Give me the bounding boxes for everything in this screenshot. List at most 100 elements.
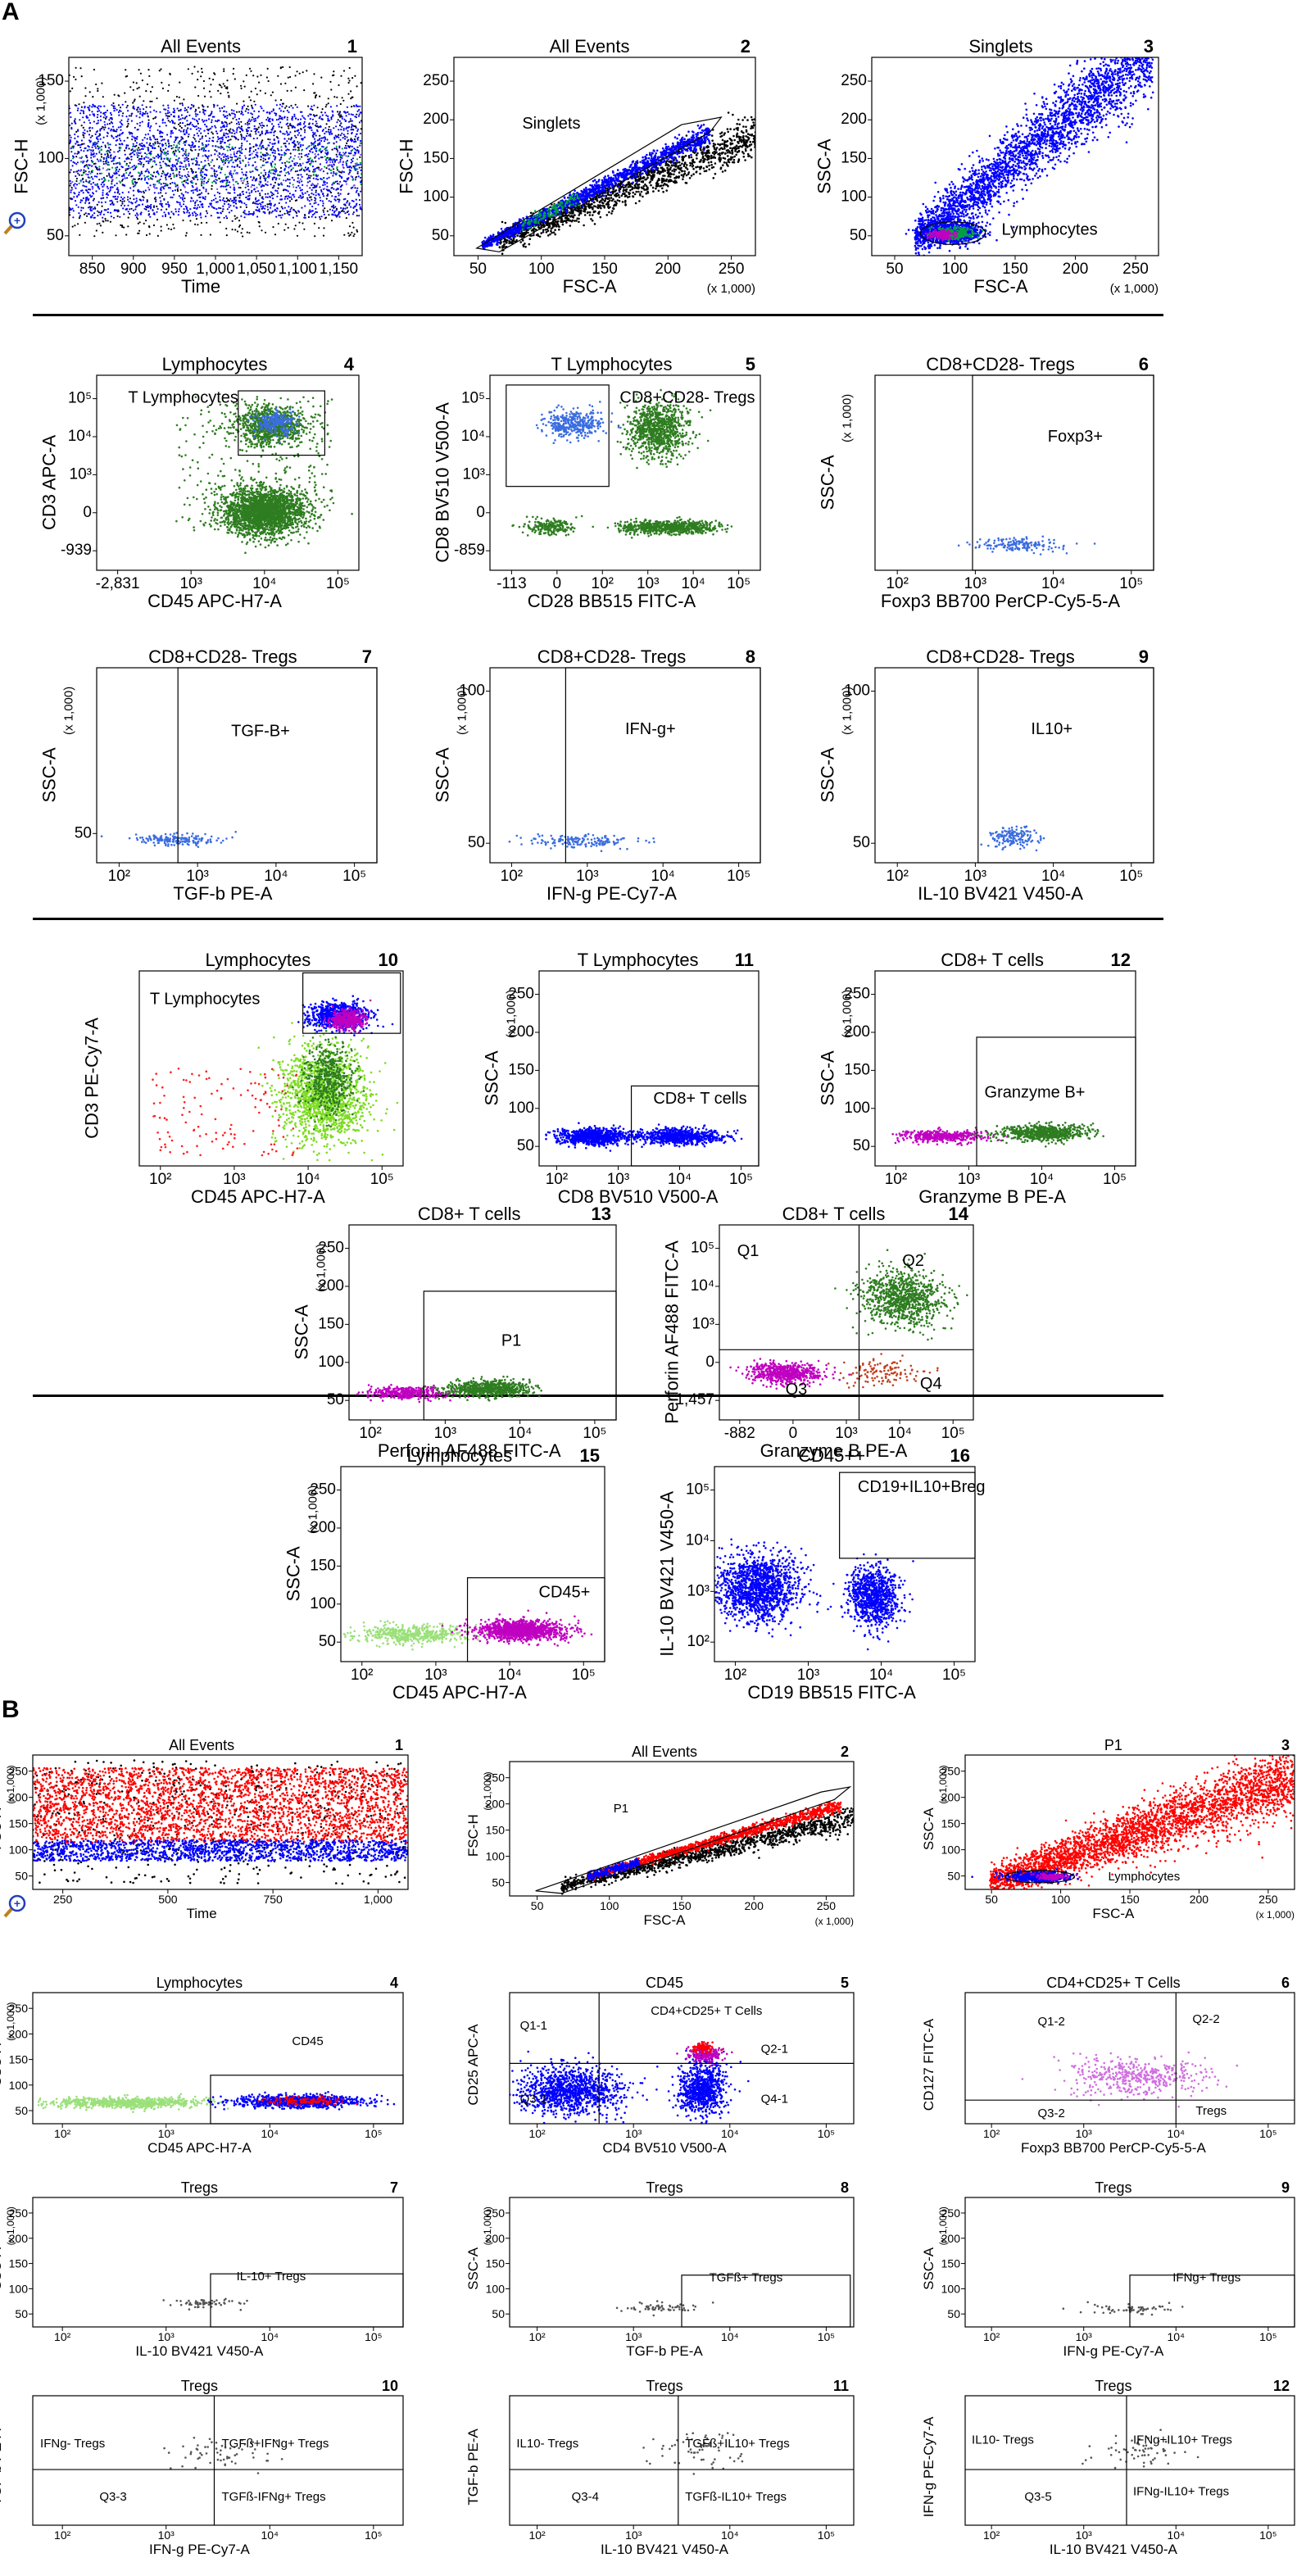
data-point bbox=[345, 152, 347, 153]
data-point bbox=[89, 165, 91, 166]
chart-title: All Events bbox=[161, 36, 241, 57]
data-point bbox=[108, 128, 110, 129]
data-point bbox=[200, 179, 202, 180]
data-point bbox=[88, 206, 89, 208]
data-point bbox=[162, 122, 164, 124]
data-point bbox=[342, 137, 344, 138]
data-point bbox=[287, 132, 288, 134]
data-point bbox=[301, 180, 302, 182]
data-point bbox=[360, 154, 361, 156]
data-point bbox=[295, 170, 297, 172]
data-point bbox=[336, 97, 338, 98]
data-point bbox=[176, 96, 178, 98]
data-point bbox=[129, 187, 131, 188]
data-point bbox=[104, 178, 106, 179]
data-point bbox=[309, 209, 311, 211]
data-point bbox=[201, 184, 202, 186]
data-point bbox=[248, 211, 250, 212]
data-point bbox=[150, 151, 152, 152]
data-point bbox=[73, 76, 75, 78]
data-point bbox=[187, 124, 188, 125]
data-point bbox=[305, 193, 306, 194]
data-point bbox=[248, 127, 250, 129]
data-point bbox=[136, 206, 138, 207]
data-point bbox=[248, 134, 250, 136]
data-point bbox=[197, 161, 198, 162]
data-point bbox=[133, 136, 134, 138]
data-point bbox=[288, 161, 290, 163]
data-point bbox=[103, 137, 105, 138]
data-point bbox=[152, 86, 153, 88]
data-point bbox=[302, 193, 304, 195]
data-point bbox=[179, 82, 180, 84]
data-point bbox=[155, 143, 156, 144]
data-point bbox=[283, 154, 285, 156]
data-point bbox=[274, 139, 275, 141]
data-point bbox=[260, 156, 261, 157]
data-point bbox=[128, 123, 129, 125]
data-point bbox=[356, 203, 357, 205]
data-point bbox=[143, 197, 144, 198]
data-point bbox=[127, 110, 129, 111]
data-point bbox=[234, 153, 235, 155]
data-point bbox=[336, 141, 338, 143]
data-point bbox=[147, 162, 149, 164]
data-point bbox=[117, 162, 119, 164]
data-point bbox=[288, 166, 289, 168]
data-point bbox=[141, 143, 143, 144]
data-point bbox=[238, 220, 240, 221]
data-point bbox=[351, 167, 352, 169]
data-point bbox=[143, 166, 144, 167]
data-point bbox=[147, 161, 149, 162]
data-point bbox=[137, 111, 138, 112]
data-point bbox=[147, 211, 149, 212]
data-point bbox=[71, 188, 73, 190]
data-point bbox=[179, 197, 181, 198]
data-point bbox=[724, 170, 727, 172]
data-point bbox=[201, 170, 202, 171]
data-point bbox=[149, 107, 151, 108]
data-point bbox=[300, 118, 302, 120]
data-point bbox=[252, 107, 253, 109]
data-point bbox=[304, 170, 306, 172]
data-point bbox=[200, 216, 202, 218]
data-point bbox=[115, 170, 116, 172]
data-point bbox=[315, 134, 317, 136]
data-point bbox=[168, 107, 170, 109]
data-point bbox=[107, 143, 109, 144]
data-point bbox=[522, 239, 524, 242]
data-point bbox=[305, 166, 306, 168]
data-point bbox=[197, 214, 198, 215]
data-point bbox=[317, 183, 319, 184]
data-point bbox=[667, 171, 669, 174]
data-point bbox=[172, 173, 174, 175]
data-point bbox=[108, 173, 110, 175]
data-point bbox=[75, 200, 76, 202]
data-point bbox=[271, 111, 273, 112]
data-point bbox=[206, 222, 207, 224]
data-point bbox=[171, 130, 173, 132]
data-point bbox=[148, 120, 150, 121]
data-point bbox=[98, 223, 100, 224]
data-point bbox=[318, 167, 320, 169]
data-point bbox=[227, 115, 229, 116]
data-point bbox=[280, 195, 282, 197]
data-point bbox=[241, 111, 243, 112]
data-point bbox=[358, 150, 360, 152]
data-point bbox=[283, 188, 285, 190]
data-point bbox=[320, 77, 322, 79]
data-point bbox=[338, 84, 339, 86]
data-point bbox=[229, 198, 231, 200]
data-point bbox=[93, 212, 95, 214]
data-point bbox=[341, 211, 342, 212]
data-point bbox=[251, 190, 252, 192]
data-point bbox=[259, 222, 261, 224]
data-point bbox=[351, 126, 352, 128]
data-point bbox=[208, 118, 210, 120]
data-point bbox=[287, 197, 288, 199]
data-point bbox=[284, 83, 286, 84]
data-point bbox=[584, 214, 587, 216]
data-point bbox=[267, 117, 269, 119]
data-point bbox=[88, 198, 89, 200]
